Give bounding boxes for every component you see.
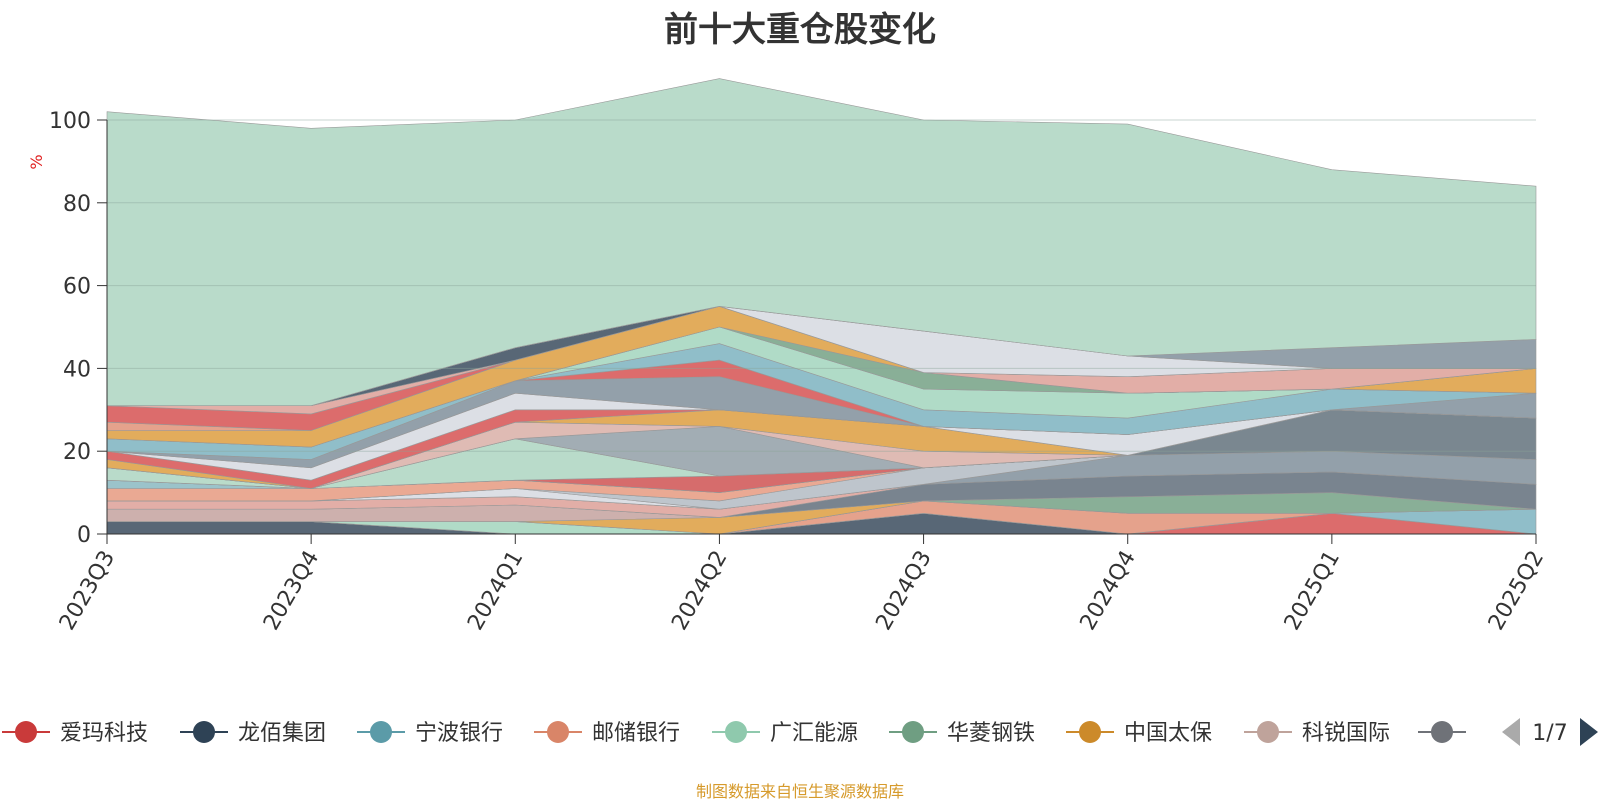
legend-circle-icon xyxy=(370,721,392,743)
legend-item-2[interactable]: 龙佰集团 xyxy=(180,721,326,746)
x-tick-label-2023Q4: 2023Q4 xyxy=(259,547,324,635)
legend-circle-icon xyxy=(193,721,215,743)
y-tick-label-40: 40 xyxy=(63,357,91,382)
legend-item-6[interactable]: 华菱钢铁 xyxy=(889,721,1035,746)
legend-circle-icon xyxy=(1257,721,1279,743)
data-source-note: 制图数据来自恒生聚源数据库 xyxy=(695,782,904,801)
legend-label: 中国太保 xyxy=(1124,721,1212,746)
legend-label: 科锐国际 xyxy=(1302,721,1390,746)
x-tick-label-2025Q1: 2025Q1 xyxy=(1280,547,1345,635)
y-axis-unit-label: % xyxy=(27,154,46,169)
x-tick-label-2024Q1: 2024Q1 xyxy=(463,547,528,635)
legend-item-4[interactable]: 邮储银行 xyxy=(534,721,680,746)
x-tick-label-2024Q4: 2024Q4 xyxy=(1076,547,1141,635)
legend-label: 爱玛科技 xyxy=(60,721,148,746)
x-tick-label-2023Q3: 2023Q3 xyxy=(55,547,120,635)
legend: 爱玛科技 龙佰集团 宁波银行 邮储银行 广汇能源 华菱钢铁 中国太保 科锐国际 1/7 xyxy=(2,718,1598,746)
area-series-36 xyxy=(106,78,1537,406)
chart-title: 前十大重仓股变化 xyxy=(664,10,936,50)
legend-circle-icon xyxy=(1431,721,1453,743)
legend-next-page-icon[interactable] xyxy=(1580,718,1598,746)
y-tick-label-80: 80 xyxy=(63,192,91,217)
x-tick-label-2024Q2: 2024Q2 xyxy=(667,547,732,635)
legend-label: 广汇能源 xyxy=(770,721,858,746)
legend-item-7[interactable]: 中国太保 xyxy=(1066,721,1212,746)
y-tick-label-100: 100 xyxy=(49,109,91,134)
legend-label: 邮储银行 xyxy=(592,721,680,746)
gridlines xyxy=(107,119,1536,452)
legend-label: 龙佰集团 xyxy=(238,721,326,746)
legend-circle-icon xyxy=(547,721,569,743)
legend-circle-icon xyxy=(725,721,747,743)
legend-prev-page-icon[interactable] xyxy=(1502,718,1520,746)
legend-item-8[interactable]: 科锐国际 xyxy=(1244,721,1390,746)
y-tick-label-60: 60 xyxy=(63,275,91,300)
legend-circle-icon xyxy=(902,721,924,743)
legend-circle-icon xyxy=(15,721,37,743)
legend-item-5[interactable]: 广汇能源 xyxy=(712,721,858,746)
y-tick-label-0: 0 xyxy=(77,523,91,548)
legend-label: 华菱钢铁 xyxy=(947,721,1035,746)
y-tick-label-20: 20 xyxy=(63,440,91,465)
legend-circle-icon xyxy=(1079,721,1101,743)
legend-label: 宁波银行 xyxy=(415,721,503,746)
legend-item-3[interactable]: 宁波银行 xyxy=(357,721,503,746)
area-series xyxy=(106,78,1537,535)
legend-item-9-clipped[interactable] xyxy=(1418,721,1466,743)
legend-item-1[interactable]: 爱玛科技 xyxy=(2,721,148,746)
x-tick-label-2024Q3: 2024Q3 xyxy=(871,547,936,635)
legend-page-indicator: 1/7 xyxy=(1532,721,1567,746)
x-tick-label-2025Q2: 2025Q2 xyxy=(1484,547,1549,635)
